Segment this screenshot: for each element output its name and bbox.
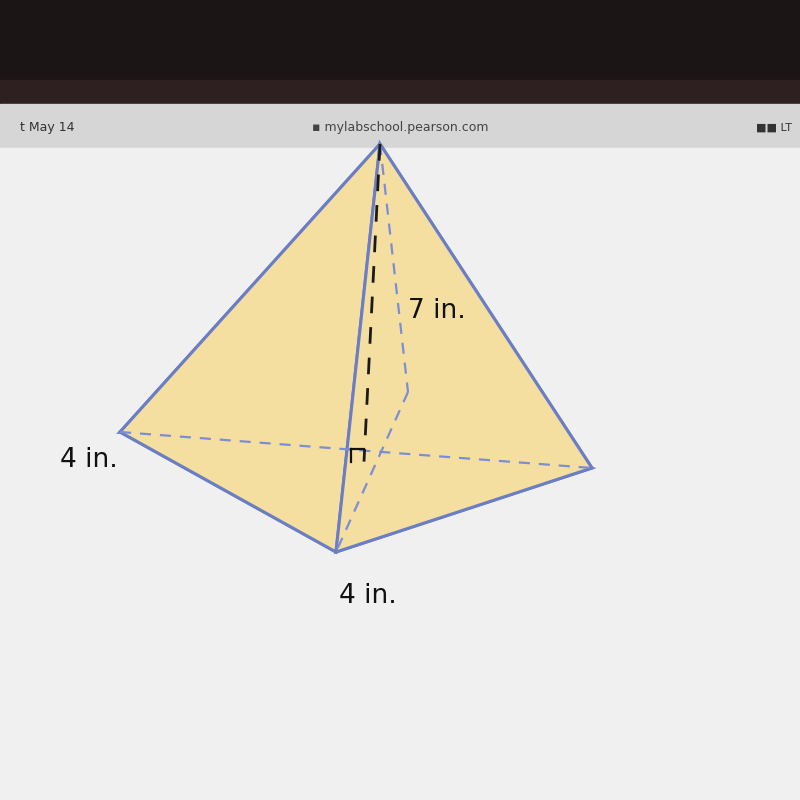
- Text: t May 14: t May 14: [20, 121, 74, 134]
- Bar: [0, 104, 800, 148]
- Bar: [0, 80, 800, 104]
- Text: ■■ LT: ■■ LT: [756, 122, 792, 132]
- Polygon shape: [120, 144, 380, 552]
- Polygon shape: [120, 144, 592, 468]
- Polygon shape: [336, 144, 592, 552]
- Text: ▪ mylabschool.pearson.com: ▪ mylabschool.pearson.com: [312, 121, 488, 134]
- Text: 4 in.: 4 in.: [339, 583, 397, 609]
- Bar: [0, 0, 800, 80]
- Text: 4 in.: 4 in.: [60, 447, 118, 473]
- Text: 7 in.: 7 in.: [408, 298, 466, 324]
- Polygon shape: [120, 392, 592, 552]
- Bar: [0, 148, 800, 800]
